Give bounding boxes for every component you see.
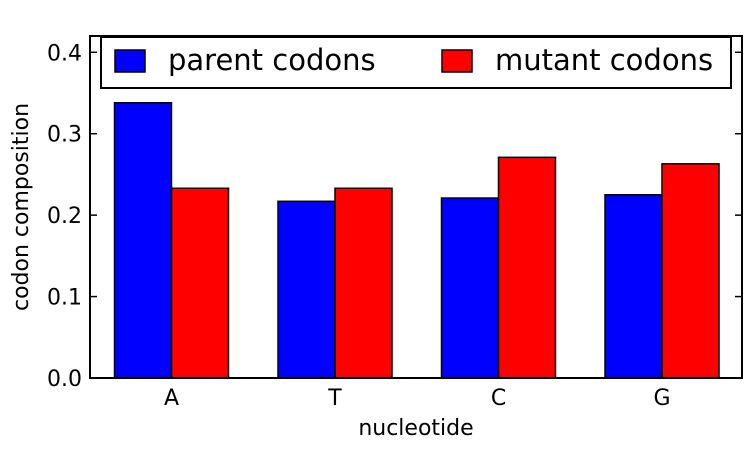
y-tick-label: 0.0 bbox=[47, 367, 82, 392]
legend-swatch-parent bbox=[114, 49, 146, 73]
bar-A-mutant bbox=[170, 187, 230, 379]
legend-box bbox=[100, 36, 732, 89]
legend-swatch-mutant bbox=[441, 49, 473, 73]
legend-label-mutant: mutant codons bbox=[495, 43, 713, 77]
y-axis: 0.0 0.1 0.2 0.3 0.4 bbox=[47, 41, 742, 392]
y-tick-label: 0.1 bbox=[47, 286, 82, 311]
y-axis-label: codon composition bbox=[9, 103, 34, 311]
bar-A-parent bbox=[113, 102, 173, 379]
y-tick-label: 0.2 bbox=[47, 204, 82, 229]
bar-G-parent bbox=[604, 194, 663, 379]
x-tick-label: C bbox=[491, 386, 506, 411]
x-tick-label: A bbox=[164, 386, 179, 411]
bar-C-mutant bbox=[497, 156, 557, 379]
legend-label-parent: parent codons bbox=[168, 43, 376, 77]
x-tick-label: G bbox=[653, 386, 670, 411]
bars-group bbox=[113, 102, 720, 379]
bar-T-parent bbox=[277, 200, 336, 379]
y-tick-label: 0.4 bbox=[47, 41, 82, 66]
bar-C-parent bbox=[440, 197, 500, 379]
bar-G-mutant bbox=[661, 163, 720, 379]
legend: parent codons mutant codons bbox=[100, 36, 732, 89]
bar-T-mutant bbox=[334, 187, 393, 379]
y-tick-label: 0.3 bbox=[47, 123, 82, 148]
x-tick-label: T bbox=[327, 386, 342, 411]
x-axis-label: nucleotide bbox=[358, 416, 473, 441]
